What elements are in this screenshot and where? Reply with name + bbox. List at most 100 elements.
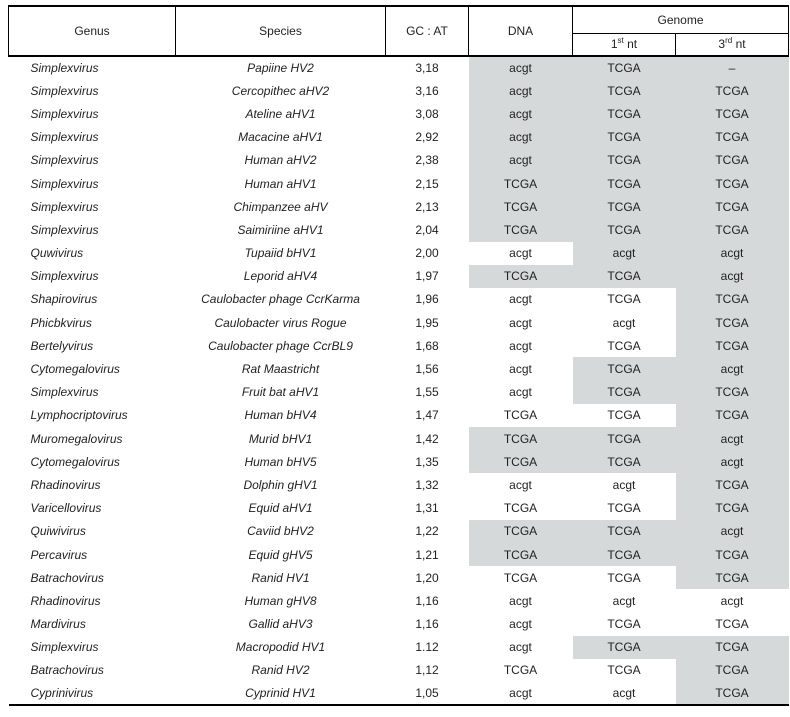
table-row: Shapirovirus Caulobacter phage CcrKarma … <box>9 287 789 312</box>
genus-cell: Cytomegalovirus <box>30 362 120 377</box>
genome-1st-nt-cell: TCGA <box>572 148 676 172</box>
table-row: Simplexvirus Human aHV2 2,38 acgt TCGA T… <box>9 148 789 172</box>
gc-at-cell: 2,38 <box>415 153 439 168</box>
genome-3rd-nt-cell: acgt <box>675 357 789 381</box>
table-row: Muromegalovirus Murid bHV1 1,42 TCGA TCG… <box>9 427 789 451</box>
nt3-number: 3 <box>718 37 726 52</box>
gc-at-cell: 1,42 <box>415 431 439 446</box>
species-cell: Caulobacter virus Rogue <box>214 315 347 330</box>
gc-at-cell: 1,47 <box>415 408 439 423</box>
dna-cell: TCGA <box>468 427 573 451</box>
genus-cell: Lymphocriptovirus <box>30 408 128 423</box>
gc-at-cell: 1,05 <box>385 682 469 707</box>
table-row: Simplexvirus Ateline aHV1 3,08 acgt TCGA… <box>9 102 789 126</box>
dna-cell: TCGA <box>468 264 573 288</box>
table-row: Simplexvirus Fruit bat aHV1 1,55 acgt TC… <box>9 380 789 404</box>
dna-cell: acgt <box>509 362 532 377</box>
genome-3rd-nt-cell: TCGA <box>675 542 789 567</box>
genome-1st-nt-cell: TCGA <box>607 408 641 423</box>
genus-cell: Rhadinovirus <box>30 477 101 492</box>
table-row: Bertelyvirus Caulobacter phage CcrBL9 1,… <box>9 334 789 358</box>
table-row: Quwivirus Tupaiid bHV1 2,00 acgt acgt ac… <box>9 241 789 265</box>
genome-3rd-nt-cell: TCGA <box>675 496 789 520</box>
genome-3rd-nt-cell: TCGA <box>675 403 789 427</box>
genome-1st-nt-cell: TCGA <box>572 519 676 543</box>
gc-at-cell: 3,08 <box>415 106 439 121</box>
table-row: Simplexvirus Leporid aHV4 1,97 TCGA TCGA… <box>9 264 789 288</box>
genome-3rd-nt-cell: TCGA <box>675 125 789 149</box>
species-cell: Chimpanzee aHV <box>233 199 328 214</box>
table-row: Simplexvirus Saimiriine aHV1 2,04 TCGA T… <box>9 218 789 242</box>
species-cell: Human aHV2 <box>244 153 317 168</box>
dna-cell: TCGA <box>468 519 573 543</box>
table-row: Quiwivirus Caviid bHV2 1,22 TCGA TCGA ac… <box>9 519 789 543</box>
dna-cell: TCGA <box>503 501 538 516</box>
genome-1st-nt-cell: TCGA <box>607 570 641 585</box>
species-cell: Macacine aHV1 <box>238 130 323 145</box>
header-genus: Genus <box>8 5 176 57</box>
table-row: Lymphocriptovirus Human bHV4 1,47 TCGA T… <box>9 403 789 427</box>
genome-1st-nt-cell: TCGA <box>572 264 676 288</box>
genome-3rd-nt-cell: TCGA <box>675 171 789 196</box>
dna-cell: TCGA <box>468 218 573 242</box>
table-row: Percavirus Equid gHV5 1,21 TCGA TCGA TCG… <box>9 542 789 567</box>
species-cell: Saimiriine aHV1 <box>237 222 324 237</box>
header-gc-at: GC : AT <box>385 5 469 57</box>
genus-cell: Quwivirus <box>30 246 84 261</box>
gc-at-cell: 1,56 <box>415 362 439 377</box>
genus-cell: Simplexvirus <box>30 222 99 237</box>
genome-1st-nt-cell: TCGA <box>572 56 676 80</box>
header-genome-3rd-nt: 3rd nt <box>675 32 789 57</box>
species-cell: Tupaiid bHV1 <box>244 246 317 261</box>
genome-1st-nt-cell: acgt <box>572 241 676 265</box>
gc-at-cell: 1,35 <box>415 454 439 469</box>
genome-1st-nt-cell: TCGA <box>572 542 676 567</box>
species-cell: Gallid aHV3 <box>248 617 313 632</box>
table-row: Simplexvirus Macacine aHV1 2,92 acgt TCG… <box>9 125 789 149</box>
genome-1st-nt-cell: TCGA <box>607 617 641 632</box>
genome-1st-nt-cell: acgt <box>572 682 676 707</box>
genome-3rd-nt-cell: TCGA <box>675 334 789 358</box>
dna-cell: acgt <box>509 385 532 400</box>
genome-3rd-nt-cell: acgt <box>675 264 789 288</box>
genome-3rd-nt-cell: TCGA <box>675 195 789 219</box>
dna-cell: TCGA <box>468 450 573 474</box>
gc-at-cell: 1,12 <box>415 663 439 678</box>
genus-cell: Percavirus <box>30 547 88 562</box>
dna-cell: acgt <box>509 477 532 492</box>
dna-cell: TCGA <box>468 171 573 196</box>
species-cell: Human bHV5 <box>244 454 317 469</box>
genome-1st-nt-cell: TCGA <box>572 171 676 196</box>
gc-at-cell: 2,04 <box>415 222 439 237</box>
table-row: Rhadinovirus Dolphin gHV1 1,32 acgt acgt… <box>9 473 789 497</box>
gc-at-cell: 1,21 <box>415 547 439 562</box>
table-row: Simplexvirus Macropodid HV1 1.12 acgt TC… <box>9 635 789 659</box>
genome-3rd-nt-cell: TCGA <box>675 287 789 312</box>
header-dna: DNA <box>468 5 573 57</box>
table-row: Simplexvirus Human aHV1 2,15 TCGA TCGA T… <box>9 171 789 196</box>
genus-cell: Simplexvirus <box>30 269 99 284</box>
dna-cell: TCGA <box>503 663 538 678</box>
genome-1st-nt-cell: TCGA <box>572 427 676 451</box>
genome-1st-nt-cell: TCGA <box>572 380 676 404</box>
species-cell: Macropodid HV1 <box>235 640 326 655</box>
genome-1st-nt-cell: TCGA <box>607 292 641 307</box>
genus-cell: Simplexvirus <box>30 199 99 214</box>
genome-3rd-nt-cell: TCGA <box>675 566 789 590</box>
header-genome: Genome <box>572 5 789 34</box>
genome-1st-nt-cell: TCGA <box>607 663 641 678</box>
table-row: Batrachovirus Ranid HV2 1,12 TCGA TCGA T… <box>9 658 789 683</box>
table-row: Simplexvirus Chimpanzee aHV 2,13 TCGA TC… <box>9 195 789 219</box>
dna-cell: TCGA <box>503 570 538 585</box>
genome-3rd-nt-cell: acgt <box>720 593 744 608</box>
nt1-ordinal-suffix: st <box>617 36 624 46</box>
dna-cell: acgt <box>509 292 532 307</box>
table-row: Simplexvirus Cercopithec aHV2 3,16 acgt … <box>9 79 789 103</box>
gc-at-cell: 1,32 <box>415 477 439 492</box>
gc-at-cell: 1.12 <box>415 640 439 655</box>
genus-cell: Simplexvirus <box>30 83 99 98</box>
genus-cell: Phicbkvirus <box>30 315 92 330</box>
species-cell: Equid aHV1 <box>248 501 313 516</box>
gc-at-cell: 1,31 <box>415 501 439 516</box>
